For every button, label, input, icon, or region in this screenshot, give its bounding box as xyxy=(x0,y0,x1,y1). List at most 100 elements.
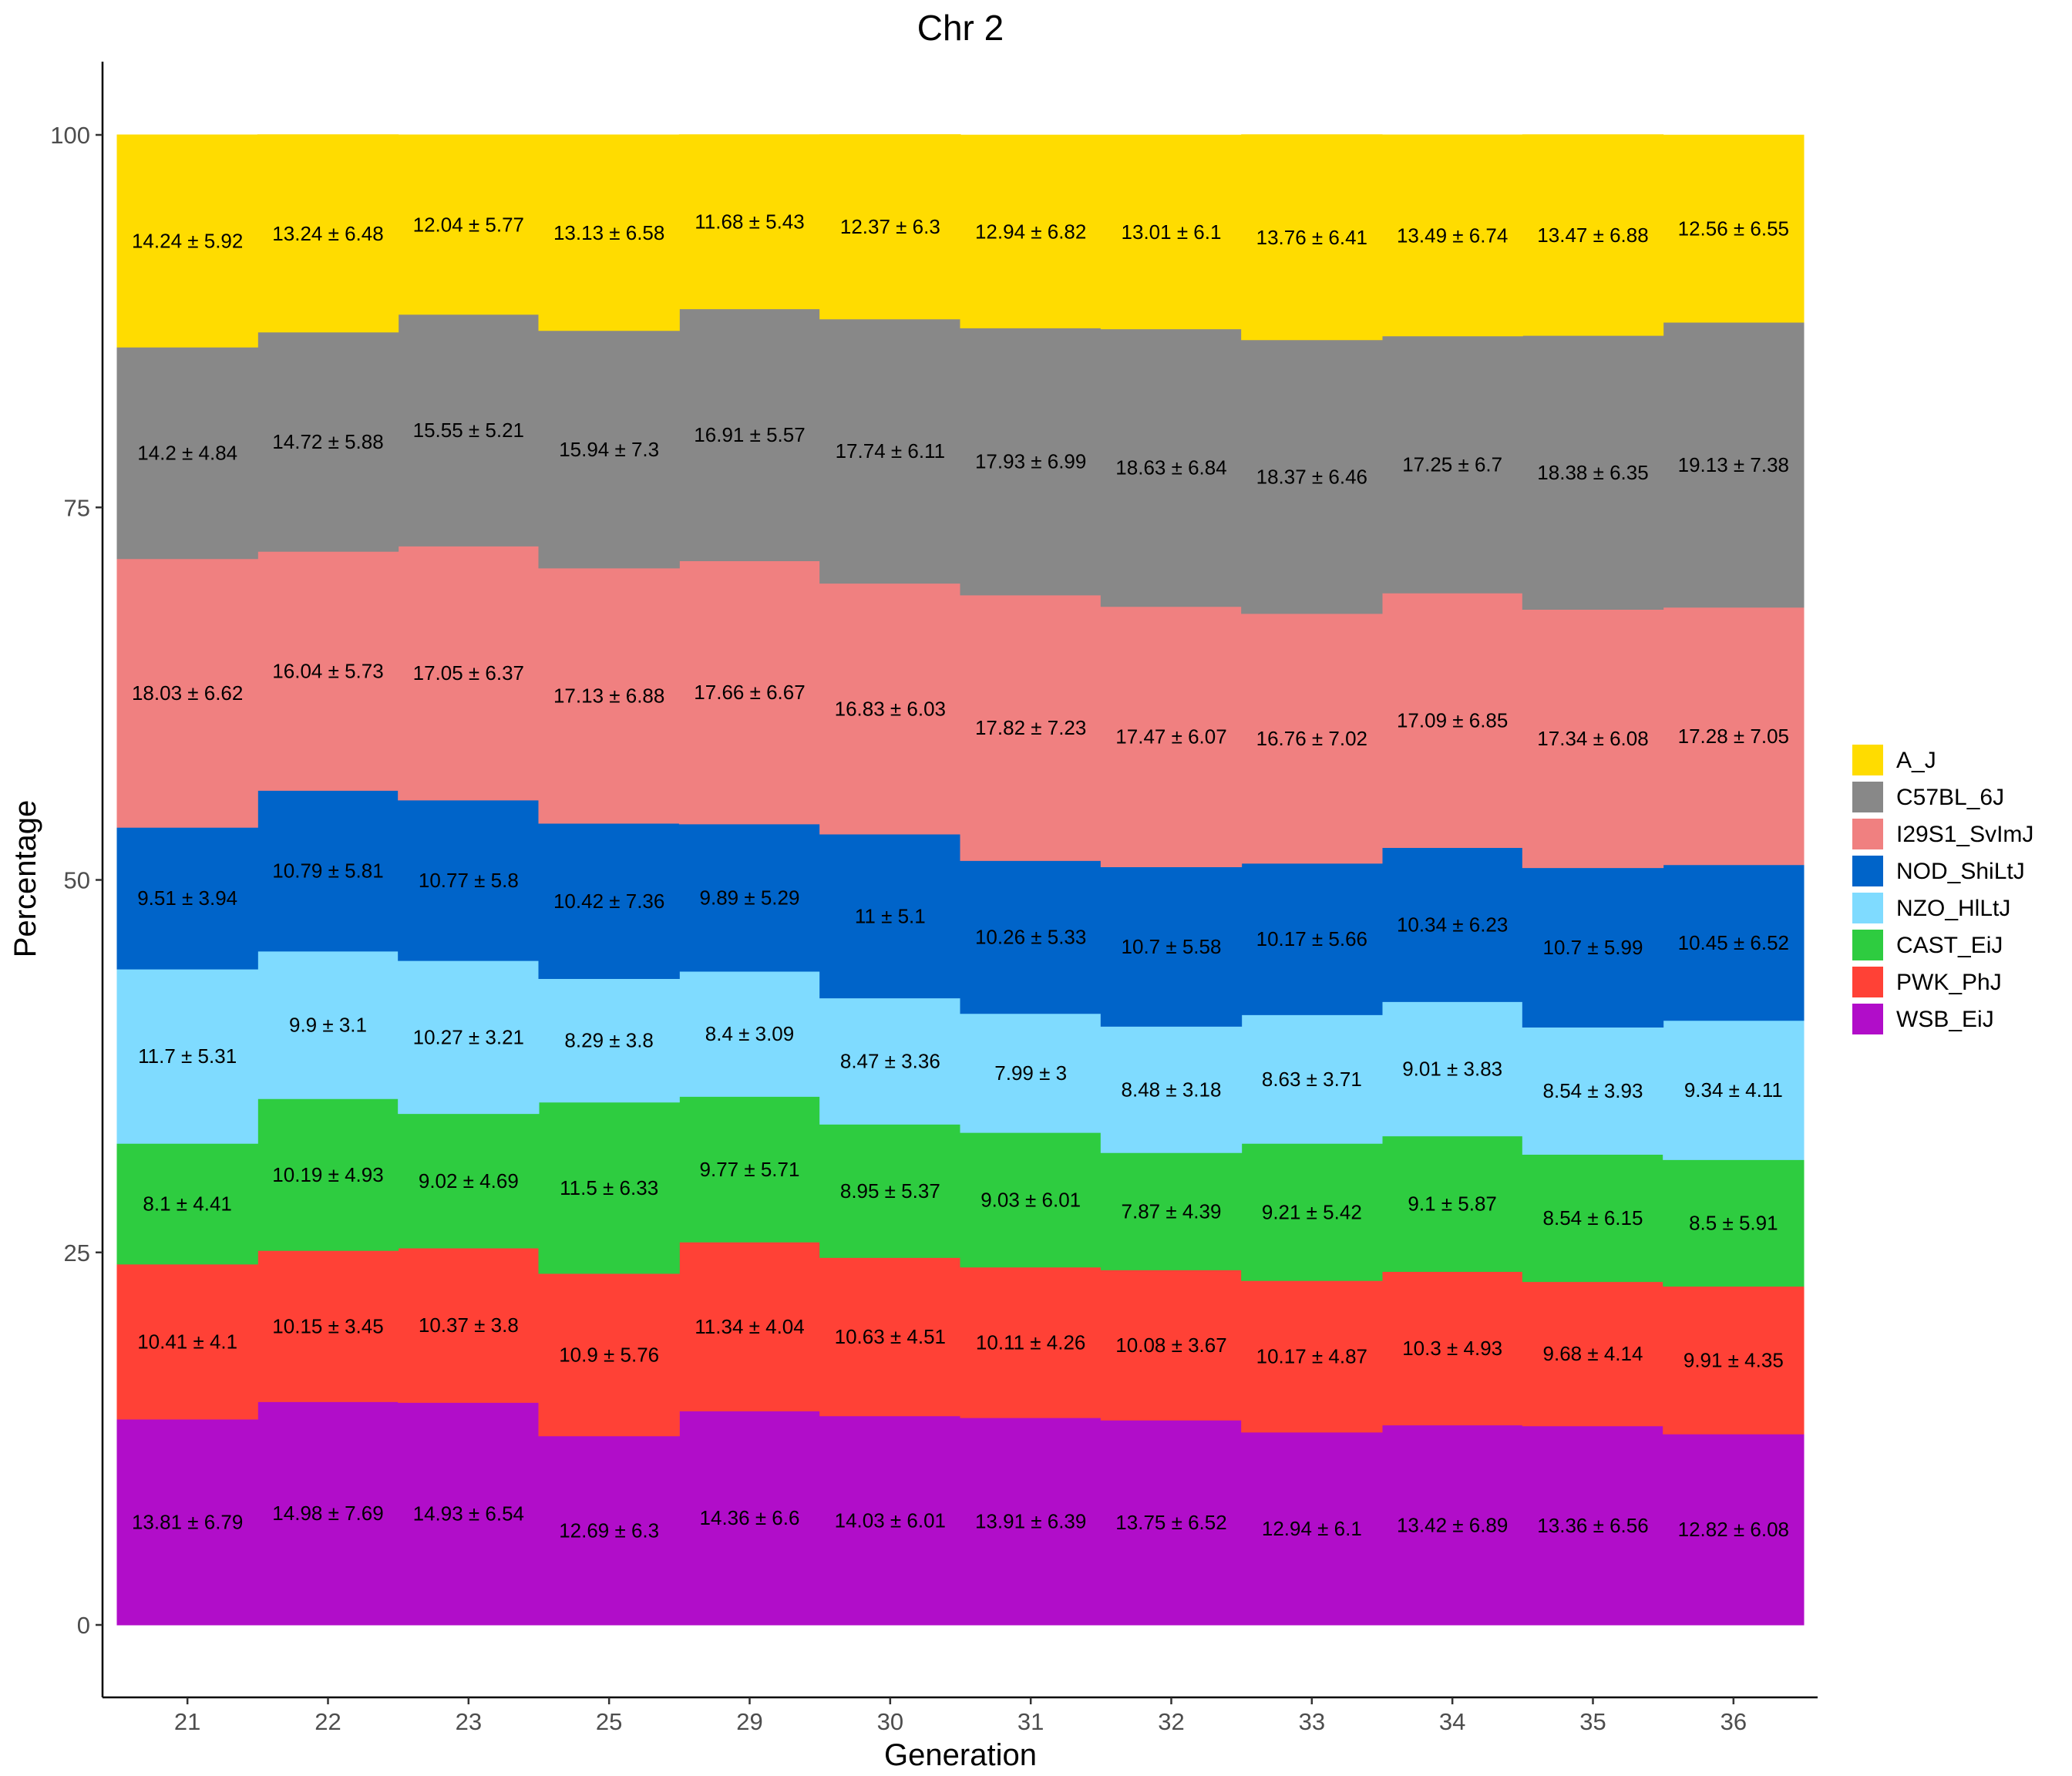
data-label-pwk-phj: 10.9 ± 5.76 xyxy=(559,1343,659,1366)
data-label-nzo-hlltj: 9.34 ± 4.11 xyxy=(1684,1078,1783,1102)
data-label-nzo-hlltj: 7.99 ± 3 xyxy=(994,1061,1067,1085)
data-label-a-j: 13.24 ± 6.48 xyxy=(272,222,383,245)
area-a-j xyxy=(116,134,1805,348)
data-label-nod-shiltj: 10.7 ± 5.99 xyxy=(1543,936,1643,959)
data-label-pwk-phj: 10.11 ± 4.26 xyxy=(976,1330,1085,1354)
x-tick-label: 21 xyxy=(174,1708,200,1735)
data-label-i29s1-svimj: 17.05 ± 6.37 xyxy=(413,661,524,684)
data-label-i29s1-svimj: 16.76 ± 7.02 xyxy=(1256,727,1367,750)
legend-label: C57BL_6J xyxy=(1896,785,2004,810)
data-label-nod-shiltj: 10.77 ± 5.8 xyxy=(419,869,519,892)
data-label-pwk-phj: 11.34 ± 4.04 xyxy=(695,1315,804,1338)
legend: A_J C57BL_6J I29S1_SvImJ NOD_ShiLtJ NZO_HlLt… xyxy=(1852,745,2033,1034)
data-label-cast-eij: 8.95 ± 5.37 xyxy=(840,1179,940,1202)
data-label-c57bl-6j: 19.13 ± 7.38 xyxy=(1678,453,1789,476)
data-label-pwk-phj: 10.15 ± 3.45 xyxy=(272,1314,383,1337)
data-label-cast-eij: 10.19 ± 4.93 xyxy=(272,1163,383,1186)
x-tick-label: 36 xyxy=(1720,1708,1747,1735)
data-label-nzo-hlltj: 11.7 ± 5.31 xyxy=(138,1044,237,1068)
y-tick-label: 75 xyxy=(64,494,90,521)
data-label-wsb-eij: 13.42 ± 6.89 xyxy=(1397,1513,1508,1536)
data-label-cast-eij: 9.21 ± 5.42 xyxy=(1262,1200,1362,1223)
data-label-pwk-phj: 10.08 ± 3.67 xyxy=(1115,1334,1226,1357)
data-label-wsb-eij: 12.82 ± 6.08 xyxy=(1678,1518,1789,1541)
data-label-c57bl-6j: 14.72 ± 5.88 xyxy=(272,430,383,453)
legend-label: NZO_HlLtJ xyxy=(1896,896,2010,921)
data-label-nod-shiltj: 9.51 ± 3.94 xyxy=(137,886,237,910)
data-label-cast-eij: 9.77 ± 5.71 xyxy=(700,1158,800,1181)
legend-label: CAST_EiJ xyxy=(1896,933,2003,958)
data-label-c57bl-6j: 14.2 ± 4.84 xyxy=(137,442,237,465)
data-label-wsb-eij: 13.91 ± 6.39 xyxy=(975,1510,1086,1533)
data-label-i29s1-svimj: 17.82 ± 7.23 xyxy=(975,716,1086,739)
data-label-a-j: 12.37 ± 6.3 xyxy=(840,215,940,238)
data-label-nzo-hlltj: 9.01 ± 3.83 xyxy=(1402,1058,1502,1081)
data-label-c57bl-6j: 15.94 ± 7.3 xyxy=(559,438,659,461)
legend-label: PWK_PhJ xyxy=(1896,970,2002,995)
data-label-i29s1-svimj: 17.28 ± 7.05 xyxy=(1678,725,1789,748)
data-label-wsb-eij: 13.75 ± 6.52 xyxy=(1115,1511,1226,1534)
data-label-cast-eij: 9.02 ± 4.69 xyxy=(419,1169,519,1192)
legend-label: WSB_EiJ xyxy=(1896,1007,1994,1032)
legend-label: I29S1_SvImJ xyxy=(1896,822,2033,847)
data-label-nzo-hlltj: 8.29 ± 3.8 xyxy=(564,1029,653,1052)
data-label-c57bl-6j: 18.63 ± 6.84 xyxy=(1115,456,1226,479)
legend-swatch xyxy=(1852,819,1883,849)
data-label-cast-eij: 11.5 ± 6.33 xyxy=(560,1176,658,1199)
data-label-a-j: 12.04 ± 5.77 xyxy=(413,213,524,236)
data-label-nzo-hlltj: 8.48 ± 3.18 xyxy=(1122,1078,1222,1101)
data-label-a-j: 14.24 ± 5.92 xyxy=(132,230,243,253)
y-tick-label: 0 xyxy=(77,1612,90,1639)
data-label-nod-shiltj: 9.89 ± 5.29 xyxy=(700,886,800,909)
data-label-a-j: 13.47 ± 6.88 xyxy=(1537,224,1648,247)
data-label-pwk-phj: 10.3 ± 4.93 xyxy=(1402,1337,1502,1360)
data-label-i29s1-svimj: 17.66 ± 6.67 xyxy=(694,681,805,704)
legend-swatch xyxy=(1852,782,1883,812)
x-tick-label: 22 xyxy=(314,1708,341,1735)
data-label-pwk-phj: 9.68 ± 4.14 xyxy=(1543,1342,1643,1365)
data-label-i29s1-svimj: 17.34 ± 6.08 xyxy=(1537,727,1648,750)
data-label-c57bl-6j: 18.37 ± 6.46 xyxy=(1256,465,1367,488)
data-label-a-j: 13.01 ± 6.1 xyxy=(1122,220,1222,244)
x-tick-label: 33 xyxy=(1299,1708,1325,1735)
y-tick-label: 50 xyxy=(64,867,90,894)
x-tick-label: 30 xyxy=(877,1708,903,1735)
data-label-cast-eij: 8.5 ± 5.91 xyxy=(1689,1211,1778,1234)
y-tick-label: 25 xyxy=(64,1240,90,1266)
legend-label: A_J xyxy=(1896,748,1936,773)
x-tick-label: 35 xyxy=(1579,1708,1606,1735)
data-label-wsb-eij: 14.36 ± 6.6 xyxy=(700,1506,800,1529)
data-label-nzo-hlltj: 10.27 ± 3.21 xyxy=(413,1025,524,1048)
data-label-nzo-hlltj: 9.9 ± 3.1 xyxy=(289,1014,367,1037)
legend-swatch xyxy=(1852,856,1883,886)
data-label-wsb-eij: 13.36 ± 6.56 xyxy=(1537,1514,1648,1537)
data-label-i29s1-svimj: 18.03 ± 6.62 xyxy=(132,681,243,705)
data-label-cast-eij: 8.1 ± 4.41 xyxy=(143,1192,231,1216)
data-label-i29s1-svimj: 17.47 ± 6.07 xyxy=(1115,725,1226,748)
data-label-a-j: 13.76 ± 6.41 xyxy=(1256,226,1367,249)
legend-swatch xyxy=(1852,893,1883,923)
data-label-nod-shiltj: 10.79 ± 5.81 xyxy=(272,859,383,883)
data-label-nod-shiltj: 10.7 ± 5.58 xyxy=(1122,935,1222,958)
data-label-nzo-hlltj: 8.63 ± 3.71 xyxy=(1262,1068,1362,1091)
x-tick-label: 25 xyxy=(596,1708,622,1735)
y-axis-ticks: 0 25 50 75 100 xyxy=(50,122,103,1639)
data-label-nod-shiltj: 10.26 ± 5.33 xyxy=(975,926,1086,949)
x-tick-label: 31 xyxy=(1018,1708,1044,1735)
data-label-a-j: 13.13 ± 6.58 xyxy=(553,221,664,244)
data-label-nzo-hlltj: 8.4 ± 3.09 xyxy=(705,1022,794,1045)
data-label-cast-eij: 9.1 ± 5.87 xyxy=(1408,1192,1496,1216)
data-label-i29s1-svimj: 16.83 ± 6.03 xyxy=(835,697,946,720)
data-label-nod-shiltj: 10.17 ± 5.66 xyxy=(1256,927,1367,950)
data-label-pwk-phj: 10.41 ± 4.1 xyxy=(137,1330,237,1353)
legend-swatch xyxy=(1852,745,1883,775)
data-label-cast-eij: 8.54 ± 6.15 xyxy=(1543,1206,1643,1229)
x-axis-title: Generation xyxy=(884,1738,1037,1772)
data-label-wsb-eij: 14.03 ± 6.01 xyxy=(835,1509,946,1532)
x-tick-label: 23 xyxy=(456,1708,482,1735)
data-label-i29s1-svimj: 17.13 ± 6.88 xyxy=(553,684,664,707)
data-label-wsb-eij: 12.69 ± 6.3 xyxy=(559,1519,659,1542)
segment-labels: 13.81 ± 6.79 14.98 ± 7.69 14.93 ± 6.54 12.6… xyxy=(132,210,1789,1542)
y-tick-label: 100 xyxy=(50,122,90,149)
